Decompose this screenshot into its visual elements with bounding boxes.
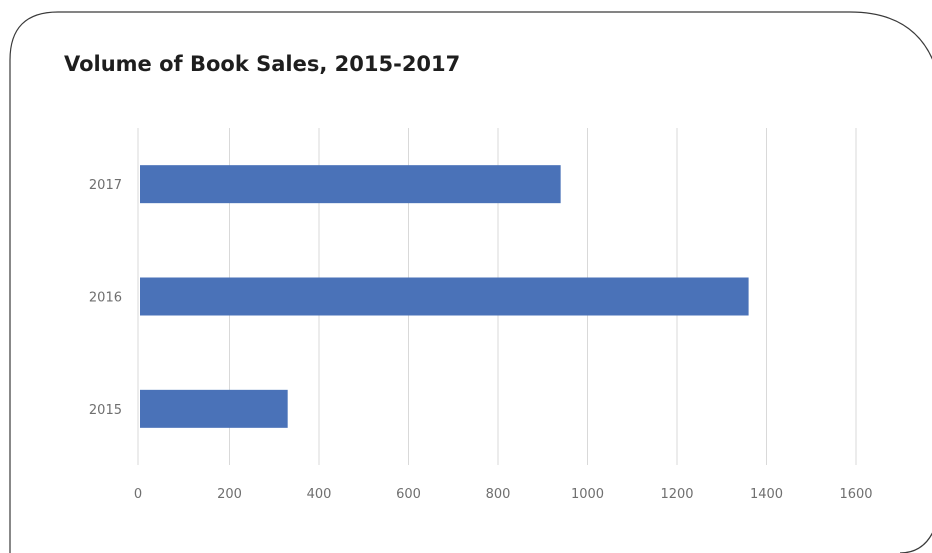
bars [140, 165, 749, 428]
x-tick-label: 200 [217, 487, 242, 502]
x-tick-label: 1400 [750, 487, 783, 502]
x-tick-label: 400 [307, 487, 332, 502]
bar-2017 [140, 165, 561, 204]
x-tick-label: 600 [396, 487, 421, 502]
chart-title: Volume of Book Sales, 2015-2017 [64, 52, 461, 76]
x-tick-label: 0 [134, 487, 142, 502]
bar-2015 [140, 389, 288, 428]
x-tick-label: 800 [486, 487, 511, 502]
x-tick-label: 1600 [839, 487, 872, 502]
x-tick-label: 1000 [571, 487, 604, 502]
y-axis-ticks: 2015 2016 2017 [89, 178, 122, 418]
x-axis-ticks: 0 200 400 600 800 1000 1200 1400 1600 [134, 487, 873, 502]
y-tick-label: 2017 [89, 178, 122, 193]
bar-2016 [140, 277, 749, 316]
y-tick-label: 2015 [89, 403, 122, 418]
y-tick-label: 2016 [89, 291, 122, 306]
x-tick-label: 1200 [660, 487, 693, 502]
